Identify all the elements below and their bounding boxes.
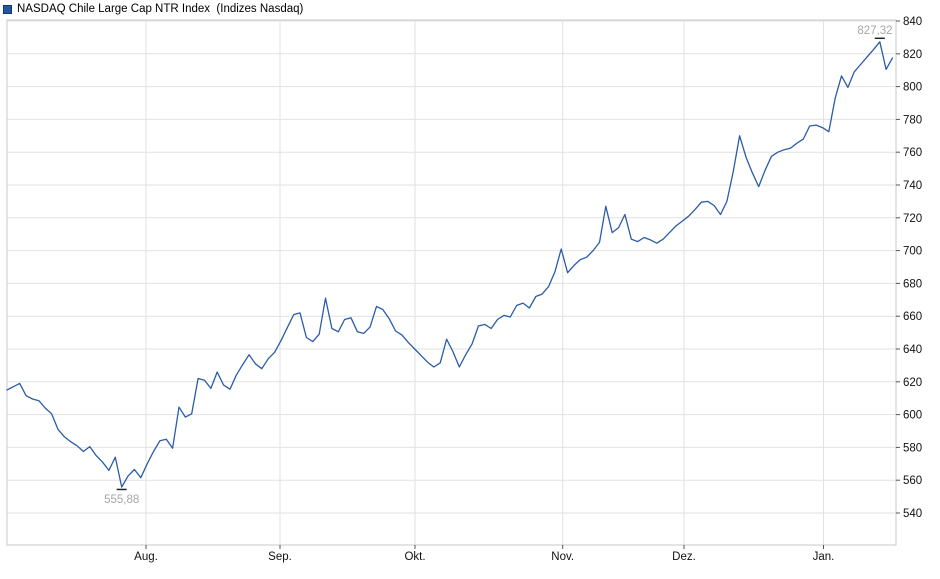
y-axis-label: 740 — [903, 180, 922, 192]
price-line — [6, 41, 894, 488]
gridlines — [7, 20, 896, 545]
y-axis-label: 540 — [903, 508, 922, 520]
min-max-annotations: 555,88 827,32 — [104, 25, 893, 506]
x-axis-label: Sep. — [268, 551, 292, 563]
y-axis-label: 580 — [903, 442, 922, 454]
plot-border — [6, 19, 897, 546]
chart-legend: NASDAQ Chile Large Cap NTR Index (Indize… — [3, 2, 303, 16]
y-axis-labels: 840 820 800 780 760 740 720 700 680 660 640 620 600 5… — [903, 16, 922, 520]
y-axis-label: 780 — [903, 114, 922, 126]
x-axis-label: Jan. — [813, 551, 835, 563]
y-axis-label: 820 — [903, 49, 922, 61]
y-axis-label: 720 — [903, 213, 922, 225]
y-axis-label: 760 — [903, 147, 922, 159]
y-axis-label: 640 — [903, 344, 922, 356]
y-axis-label: 840 — [903, 16, 922, 28]
x-axis-label: Okt. — [404, 551, 425, 563]
y-axis-label: 800 — [903, 82, 922, 94]
chart-title: NASDAQ Chile Large Cap NTR Index (Indize… — [17, 3, 304, 15]
x-axis-labels: Aug. Sep. Okt. Nov. Dez. Jan. — [134, 551, 834, 563]
max-value-label: 827,32 — [857, 25, 892, 37]
y-axis-label: 700 — [903, 246, 922, 258]
y-axis-label: 560 — [903, 475, 922, 487]
x-axis-label: Aug. — [134, 551, 158, 563]
price-series — [6, 41, 894, 488]
legend-marker-icon — [3, 4, 12, 14]
y-axis-label: 620 — [903, 377, 922, 389]
min-value-label: 555,88 — [104, 494, 139, 506]
y-axis-label: 660 — [903, 311, 922, 323]
x-axis-label: Nov. — [551, 551, 574, 563]
axis-ticks — [145, 20, 900, 549]
y-axis-label: 600 — [903, 410, 922, 422]
y-axis-label: 680 — [903, 278, 922, 290]
x-axis-label: Dez. — [672, 551, 696, 563]
